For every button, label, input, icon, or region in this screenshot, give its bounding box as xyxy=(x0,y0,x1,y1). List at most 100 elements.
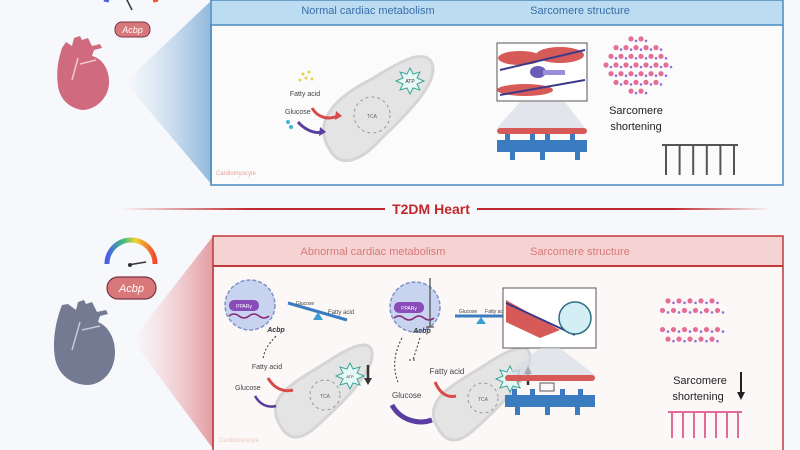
thick-filament-dot xyxy=(658,53,664,59)
thick-filament-dot xyxy=(670,307,677,314)
thin-filament-dot xyxy=(659,65,663,69)
heart-healthy-icon xyxy=(57,36,110,110)
sarcomere-comb-normal xyxy=(662,144,738,175)
thick-filament-dot xyxy=(628,36,634,42)
thin-filament-dot xyxy=(649,83,653,86)
fatty-acid-arrow-2 xyxy=(433,381,457,398)
thick-filament-dot xyxy=(703,307,710,314)
thick-filament-dot xyxy=(692,326,699,333)
thick-filament-dot xyxy=(658,71,664,77)
thin-filament-dot xyxy=(716,301,719,305)
fatty-acid-label-1: Fatty acid xyxy=(252,364,282,371)
thick-filament-dot xyxy=(687,336,693,342)
thick-filament-dot xyxy=(663,62,669,68)
acbp-pill-t2dm xyxy=(106,276,157,300)
thin-filament-dot xyxy=(699,330,703,333)
thick-filament-dot xyxy=(628,71,634,77)
sarcomere-label-normal-2: shortening xyxy=(610,121,661,133)
thin-filament-dot xyxy=(634,74,638,77)
glucose-label-1: Glucose xyxy=(235,385,261,392)
nucleus-2 xyxy=(389,281,441,333)
thick-filament-dot xyxy=(681,307,688,314)
thin-filament-dot xyxy=(639,48,643,51)
thick-filament-dot xyxy=(643,79,649,85)
inhibition-line xyxy=(426,278,434,328)
dashed-inhibit-2 xyxy=(409,337,421,361)
thin-filament-dot xyxy=(710,330,714,333)
thick-filament-dot xyxy=(613,45,619,51)
thick-filament-dot xyxy=(653,79,659,85)
z-disc-comb xyxy=(668,411,742,438)
pparg-label-1: PPARγ xyxy=(236,304,252,310)
thin-filament-dot xyxy=(672,301,675,305)
thin-filament-dot xyxy=(639,83,643,86)
sarcomere-zoom-normal xyxy=(496,42,588,160)
thick-filament-dot xyxy=(633,45,639,51)
thick-filament-dot xyxy=(670,326,677,333)
thick-filament-dot xyxy=(659,326,666,333)
zoom-wedge-normal xyxy=(125,0,212,185)
acbp-label-normal: Acbp xyxy=(121,25,143,35)
pparg-label-2: PPARγ xyxy=(401,306,417,312)
thin-filament-dot xyxy=(716,339,719,343)
acbp-label-2: Acbp xyxy=(412,328,431,335)
thick-filament-dot xyxy=(638,36,644,42)
thick-filament-dot xyxy=(613,62,619,68)
thick-filament-dot xyxy=(618,71,624,77)
divider-title-bg xyxy=(385,198,477,220)
normal-header-right: Sarcomere structure xyxy=(530,5,630,17)
thin-filament-dot xyxy=(677,311,681,314)
sarcomere-label-normal-1: Sarcomere xyxy=(609,105,663,117)
thin-filament-dot xyxy=(629,65,633,69)
thick-filament-dot xyxy=(714,326,721,333)
thin-filament-dot xyxy=(649,65,653,69)
thick-filament-dot xyxy=(653,62,659,68)
thick-filament-dot xyxy=(608,53,614,59)
thin-filament-dot xyxy=(672,339,675,343)
thin-filament-dot xyxy=(634,91,638,95)
glucose-label-normal: Glucose xyxy=(285,109,311,116)
thin-filament-dot xyxy=(710,311,714,314)
thick-filament-dot xyxy=(698,336,704,342)
fatty-acid-label-2: Fatty acid xyxy=(430,367,465,376)
thick-filament-dot xyxy=(633,79,639,85)
thin-filament-dot xyxy=(654,74,658,77)
dashed-arrow-2 xyxy=(394,337,403,383)
thin-filament-dot xyxy=(688,311,692,314)
fatty-acid-label-normal: Fatty acid xyxy=(290,91,320,98)
thick-filament-dot xyxy=(709,298,715,304)
thick-filament-dot xyxy=(698,298,704,304)
thin-filament-dot xyxy=(659,48,663,51)
thick-filament-dot xyxy=(643,62,649,68)
thick-filament-dot xyxy=(681,326,688,333)
thin-filament-dot xyxy=(688,330,692,333)
atp-down-arrowhead xyxy=(364,378,372,385)
zoom-wedge-t2dm xyxy=(132,235,214,450)
thin-filament-dot xyxy=(614,57,618,60)
thick-filament-dot xyxy=(623,79,629,85)
thin-filament-dot xyxy=(644,39,648,43)
thick-filament-dot xyxy=(603,62,609,68)
acbp-pill-normal xyxy=(114,21,151,38)
thin-filament-dot xyxy=(721,311,725,314)
thin-filament-dot xyxy=(649,48,653,51)
cardiomyocyte-label-normal: Cardiomyocyte xyxy=(216,171,257,177)
thick-filament-dot xyxy=(659,307,666,314)
glucose-label-2: Glucose xyxy=(392,391,422,400)
thick-filament-dot xyxy=(623,62,629,68)
seesaw-fatty-2: Fatty acid xyxy=(485,309,507,315)
atp-starburst-1 xyxy=(334,361,366,391)
z-disc-comb xyxy=(662,144,738,175)
thin-filament-dot xyxy=(644,74,648,77)
tca-label-normal: TCA xyxy=(367,114,378,120)
atp-label-normal: ATP xyxy=(405,79,415,85)
thin-filament-dot xyxy=(683,301,686,305)
thin-filament-dot xyxy=(634,39,638,43)
thin-filament-dot xyxy=(629,83,633,86)
thick-filament-dot xyxy=(623,45,629,51)
thin-filament-dot xyxy=(705,339,708,343)
glucose-molecules-icon xyxy=(286,120,293,129)
atp-starburst-normal xyxy=(394,66,426,96)
acbp-label-t2dm: Acbp xyxy=(118,283,144,295)
